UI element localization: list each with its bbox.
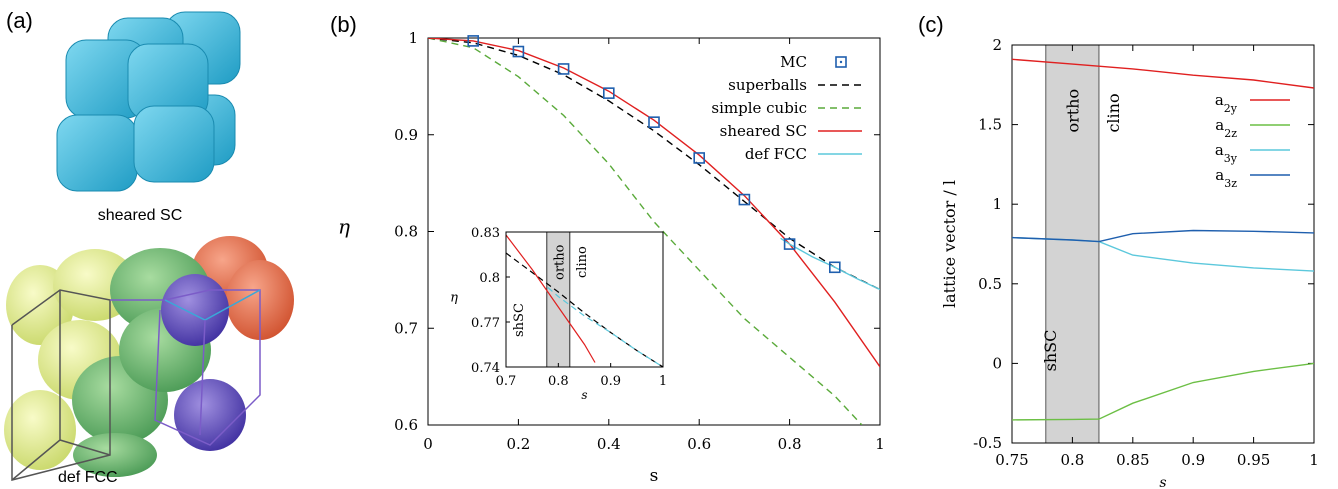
y-tick-label: 0.9: [394, 126, 418, 144]
inset-frame: [505, 231, 664, 368]
legend-subscript: 3y: [1224, 152, 1238, 165]
panel-c-plot: [1011, 58, 1315, 421]
panel-c-frame: [1011, 44, 1315, 444]
series-superballs: [428, 38, 880, 291]
inset-y-axis-label: η: [450, 291, 458, 306]
legend-label-a3z: a3z: [1215, 166, 1237, 190]
panel-b: (b) 0 0.2 0.4 0.6 0.8 1 0.6 0.7 0.8 0.9 1 s η 0.7 0.8…: [330, 12, 885, 486]
x-tick-label: 0.8: [1060, 451, 1084, 469]
y-axis-label: η: [338, 215, 350, 239]
inset-x-axis-label: s: [581, 388, 587, 402]
series-a2y: [1011, 58, 1315, 89]
legend-subscript: 2y: [1224, 102, 1238, 115]
inset-x-tick-label: 1: [659, 374, 667, 389]
panel-b-label: (b): [330, 12, 357, 37]
inset-series-sheared-SC: [506, 234, 596, 363]
x-tick-label: 0.2: [506, 435, 530, 453]
sheared-sc-illustration: [56, 11, 241, 192]
y-tick-label: -0.5: [973, 434, 1002, 452]
x-tick-label: 0.95: [1237, 451, 1270, 469]
inset-y-tick-label: 0.8: [479, 271, 500, 286]
mc-marker: [648, 116, 660, 128]
x-tick-label: 0.85: [1116, 451, 1149, 469]
panel-a-label: (a): [6, 8, 33, 33]
inset-y-tick-label: 0.74: [471, 361, 500, 376]
y-tick-label: 0: [992, 354, 1002, 372]
y-axis-label: lattice vector / l: [940, 180, 959, 308]
mc-marker: [783, 238, 796, 250]
region-label-clino: clino: [1104, 93, 1123, 132]
legend-label-a2z: a2z: [1215, 116, 1237, 140]
y-tick-label: 0.7: [394, 319, 418, 337]
x-tick-label: 0.9: [1181, 451, 1205, 469]
legend-marker-dot: [839, 60, 843, 64]
series-sheared-SC: [428, 38, 880, 368]
caption-sheared-sc: sheared SC: [98, 207, 183, 224]
x-tick-label: 0.4: [597, 435, 621, 453]
legend-subscript: 2z: [1224, 127, 1237, 140]
legend-label: def FCC: [745, 145, 807, 163]
x-tick-label: 0.8: [778, 435, 802, 453]
inset-region-label-shsc: shSC: [512, 303, 527, 337]
inset-y-tick-label: 0.77: [471, 316, 500, 331]
mc-marker: [467, 35, 480, 47]
y-tick-label: 0.5: [978, 275, 1002, 293]
inset-x-tick-label: 0.9: [600, 374, 621, 389]
panel-b-inset: 0.7 0.8 0.9 1 0.74 0.77 0.8 0.83 s η shSC ortho clin…: [450, 226, 667, 402]
y-tick-label: 2: [992, 36, 1002, 54]
x-axis-label: s: [650, 466, 659, 486]
region-label-shsc: shSC: [1041, 330, 1060, 372]
panel-c-label: (c): [918, 12, 944, 37]
x-tick-label: 0.6: [687, 435, 711, 453]
y-tick-label: 1: [992, 195, 1002, 213]
panel-b-legend: MC superballs simple cubic sheared SC def FC…: [711, 53, 862, 163]
series-def-FCC: [780, 237, 880, 291]
def-fcc-illustration: [4, 236, 294, 481]
y-tick-label: 0.6: [394, 416, 418, 434]
inset-region-label-ortho: ortho: [552, 244, 567, 280]
panel-b-axes: 0 0.2 0.4 0.6 0.8 1 0.6 0.7 0.8 0.9 1 s η: [338, 29, 885, 486]
y-tick-label: 1.5: [978, 116, 1002, 134]
panel-c: (c) 0.75 0.8 0.85 0.9 0.95 1 -0.5 0 0.5 1 1.5 2 s lat…: [918, 12, 1319, 489]
legend-label: superballs: [728, 76, 807, 94]
mc-marker: [828, 261, 841, 274]
panel-c-ortho-band: [1045, 44, 1100, 444]
legend-label-a2y: a2y: [1215, 91, 1238, 115]
x-tick-label: 1: [1309, 451, 1319, 469]
inset-x-tick-label: 0.7: [496, 374, 517, 389]
panel-c-axes: 0.75 0.8 0.85 0.9 0.95 1 -0.5 0 0.5 1 1.5 2 s lattice…: [940, 36, 1319, 489]
legend-subscript: 3z: [1224, 177, 1237, 190]
panel-a: (a) sheared SC: [4, 8, 294, 486]
y-tick-label: 0.8: [394, 223, 418, 241]
legend-label: MC: [780, 53, 807, 71]
mc-marker: [738, 193, 751, 206]
mc-marker: [602, 87, 615, 99]
inset-x-tick-label: 0.8: [548, 374, 569, 389]
legend-marker: [835, 56, 847, 68]
x-tick-label: 0.75: [995, 451, 1028, 469]
mc-marker: [512, 45, 525, 58]
panel-c-band: [1045, 44, 1100, 444]
panel-b-plot: [428, 35, 880, 425]
mc-marker: [693, 152, 706, 164]
series-a3z: [1011, 229, 1315, 243]
y-tick-label: 1: [408, 29, 418, 47]
inset-series-def-FCC: [547, 287, 663, 367]
inset-series-superballs: [506, 252, 663, 367]
series-a2z: [1011, 362, 1315, 421]
x-tick-label: 0: [423, 435, 433, 453]
series-simple-cubic: [428, 38, 863, 425]
inset-y-tick-label: 0.83: [471, 226, 500, 241]
x-axis-label: s: [1159, 475, 1166, 489]
legend-label-a3y: a3y: [1215, 141, 1238, 165]
region-label-ortho: ortho: [1063, 89, 1082, 133]
caption-def-fcc: def FCC: [58, 469, 118, 486]
mc-marker: [557, 63, 570, 75]
legend-label: simple cubic: [711, 99, 807, 117]
inset-region-label-clino: clino: [575, 246, 590, 278]
x-tick-label: 1: [875, 435, 885, 453]
legend-label: sheared SC: [720, 122, 807, 140]
